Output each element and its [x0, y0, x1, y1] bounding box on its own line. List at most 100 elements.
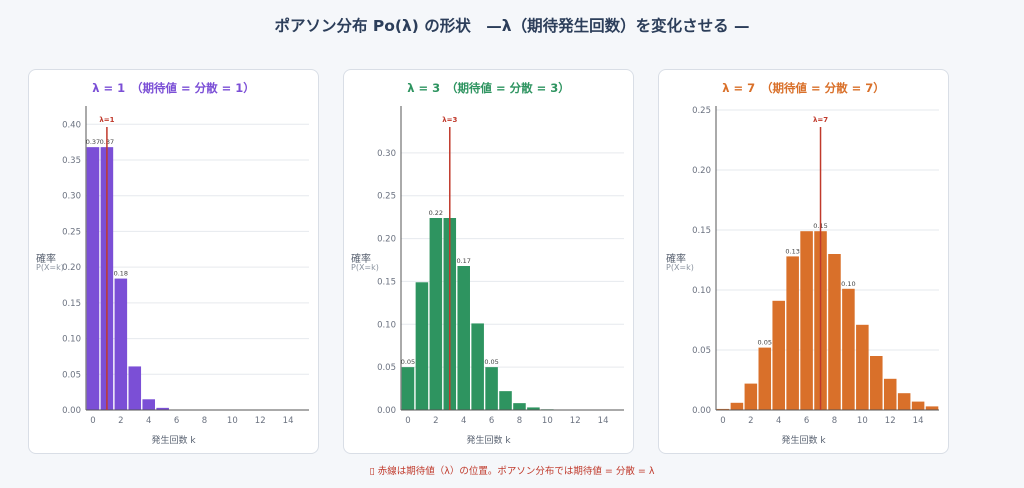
x-axis-label: 発生回数 k: [781, 436, 826, 446]
y-tick-label: 0.05: [692, 346, 711, 356]
y-axis-sublabel: P(X=k): [666, 263, 694, 272]
page-title: ポアソン分布 Po(λ) の形状 —λ（期待発生回数）を変化させる —: [274, 17, 750, 35]
y-axis-label: 確率: [36, 254, 56, 265]
chart-panel-lambda-7: λ = 7 （期待値 = 分散 = 7） 確率 P(X=k) 0.00 0.05 0…: [658, 69, 949, 454]
mean-line-label: λ=1: [99, 116, 114, 124]
y-tick-label: 0.00: [62, 406, 81, 416]
bar: [128, 366, 142, 410]
x-tick-label: 14: [598, 416, 609, 426]
data-label: 0.10: [841, 280, 855, 288]
bar: [716, 408, 730, 410]
bar: [883, 378, 897, 410]
bar: [401, 367, 415, 410]
x-tick-label: 6: [804, 416, 809, 426]
x-tick-label: 2: [433, 416, 438, 426]
bar: [415, 282, 429, 410]
y-tick-label: 0.30: [62, 192, 81, 202]
x-tick-label: 4: [776, 416, 781, 426]
y-tick-label: 0.05: [377, 363, 396, 373]
bar: [744, 383, 758, 410]
y-tick-label: 0.05: [62, 370, 81, 380]
x-tick-label: 8: [202, 416, 207, 426]
x-tick-label: 2: [748, 416, 753, 426]
bar: [897, 393, 911, 410]
x-tick-label: 6: [174, 416, 179, 426]
x-axis-label: 発生回数 k: [466, 436, 511, 446]
chart-panel-lambda-1: λ = 1 （期待値 = 分散 = 1） 確率 P(X=k) 0.00 0.05 0…: [28, 69, 319, 454]
y-tick-label: 0.25: [692, 106, 711, 116]
data-label: 0.18: [114, 270, 128, 278]
bar: [429, 218, 443, 410]
bar: [758, 347, 772, 410]
x-tick-label: 2: [118, 416, 123, 426]
x-tick-label: 8: [517, 416, 522, 426]
mean-line-label: λ=3: [442, 116, 457, 124]
y-axis-sublabel: P(X=k): [36, 263, 64, 272]
mean-line-label: λ=7: [813, 116, 828, 124]
data-label: 0.05: [401, 358, 415, 366]
bar-chart-lambda-7: 0.000.050.100.150.200.250.050.130.150.10…: [692, 106, 939, 426]
bar: [870, 356, 883, 410]
data-label: 0.17: [456, 257, 470, 265]
y-tick-label: 0.25: [62, 227, 81, 237]
y-axis-label: 確率: [666, 254, 686, 265]
x-tick-label: 4: [146, 416, 151, 426]
bar: [485, 367, 498, 410]
x-tick-label: 12: [255, 416, 266, 426]
y-axis-label: 確率: [351, 254, 371, 265]
bar: [911, 401, 925, 410]
panel-title: λ = 1 （期待値 = 分散 = 1）: [92, 81, 255, 95]
bar: [730, 402, 744, 410]
bar: [156, 407, 169, 410]
y-tick-label: 0.00: [377, 406, 396, 416]
y-tick-label: 0.25: [377, 192, 396, 202]
x-tick-label: 8: [832, 416, 837, 426]
x-axis-label: 発生回数 k: [151, 436, 196, 446]
bar: [925, 406, 939, 410]
bar: [499, 391, 512, 410]
x-tick-label: 0: [405, 416, 410, 426]
y-tick-label: 0.20: [62, 263, 81, 273]
y-axis-sublabel: P(X=k): [351, 263, 379, 272]
panel-title: λ = 7 （期待値 = 分散 = 7）: [722, 81, 885, 95]
bar: [86, 147, 100, 410]
y-tick-label: 0.15: [62, 299, 81, 309]
x-tick-label: 12: [885, 416, 896, 426]
bar: [457, 266, 470, 410]
bar: [828, 254, 841, 410]
bar: [471, 323, 484, 410]
y-tick-label: 0.40: [62, 120, 81, 130]
data-label: 0.13: [785, 247, 799, 255]
bar: [114, 278, 128, 410]
chart-panel-lambda-3: λ = 3 （期待値 = 分散 = 3） 確率 P(X=k) 0.00 0.05 0…: [343, 69, 634, 454]
y-tick-label: 0.15: [377, 277, 396, 287]
x-tick-label: 14: [283, 416, 294, 426]
data-label: 0.22: [429, 209, 443, 217]
data-label: 0.37: [86, 138, 100, 146]
x-tick-label: 0: [720, 416, 725, 426]
bar: [142, 399, 155, 410]
data-label: 0.05: [758, 339, 772, 347]
y-tick-label: 0.10: [692, 286, 711, 296]
y-tick-label: 0.30: [377, 149, 396, 159]
bar: [800, 231, 813, 410]
bar: [513, 403, 526, 410]
x-tick-label: 10: [227, 416, 238, 426]
bar: [772, 300, 785, 410]
bar-chart-lambda-3: 0.00 0.05 0.10 0.15 0.20 0.25 0.30 0.05 0.22 0.17…: [377, 106, 624, 426]
bar: [842, 288, 855, 410]
y-tick-label: 0.00: [692, 406, 711, 416]
x-tick-label: 4: [461, 416, 466, 426]
bar: [856, 324, 869, 410]
bar: [786, 256, 799, 410]
y-tick-label: 0.20: [692, 166, 711, 176]
x-tick-label: 0: [90, 416, 95, 426]
y-tick-label: 0.10: [62, 335, 81, 345]
footnote: ▯ 赤線は期待値（λ）の位置。ポアソン分布では期待値 = 分散 = λ: [369, 466, 655, 477]
bar: [527, 407, 540, 410]
y-tick-label: 0.20: [377, 235, 396, 245]
y-tick-label: 0.10: [377, 320, 396, 330]
x-tick-label: 10: [857, 416, 868, 426]
panel-title: λ = 3 （期待値 = 分散 = 3）: [407, 81, 570, 95]
y-tick-label: 0.35: [62, 156, 81, 166]
